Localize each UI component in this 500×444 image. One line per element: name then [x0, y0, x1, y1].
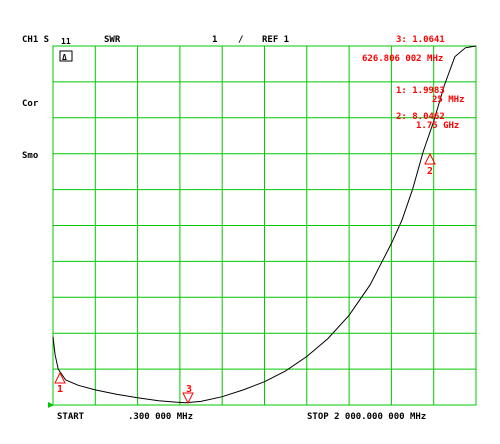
marker-2-label: 2 [427, 166, 433, 177]
stop-label: STOP 2 000.000 000 MHz [307, 412, 426, 422]
marker-2[interactable]: 2 [424, 152, 436, 177]
delta-indicator: Δ [59, 50, 73, 62]
start-label: START [57, 412, 85, 422]
scale-label: 1 [212, 35, 217, 45]
marker-3-label: 3 [186, 384, 192, 395]
marker-3[interactable]: 3 [182, 384, 194, 405]
delta-symbol: Δ [62, 53, 67, 62]
correction-indicator: Cor [22, 99, 39, 109]
marker-1-label: 1 [57, 384, 63, 395]
ref-label: REF 1 [262, 35, 289, 45]
grid [52, 45, 477, 406]
channel-label: CH1 S [22, 35, 49, 45]
marker-3-triangle[interactable] [182, 392, 194, 405]
smoothing-indicator: Smo [22, 151, 38, 161]
marker-2-readout-freq: 1.75 GHz [416, 121, 459, 131]
marker-1-triangle[interactable] [54, 371, 66, 384]
marker-2-readout-value: 2: 8.0462 [396, 112, 445, 122]
format-label: SWR [104, 35, 121, 45]
marker-1-readout-value: 1: 1.9983 [396, 86, 445, 96]
reference-pointer [48, 402, 54, 408]
marker-3-readout-freq: 626.806 002 MHz [362, 54, 443, 64]
swr-trace [52, 45, 477, 404]
param-label: 11 [61, 37, 71, 46]
marker-1-readout-freq: 25 MHz [432, 95, 465, 105]
marker-1[interactable]: 1 [54, 371, 66, 395]
marker-2-triangle[interactable] [424, 152, 436, 165]
marker-3-readout-value: 3: 1.0641 [396, 35, 445, 45]
start-value: .300 000 MHz [128, 412, 193, 422]
scale-unit-label: / [238, 35, 243, 45]
